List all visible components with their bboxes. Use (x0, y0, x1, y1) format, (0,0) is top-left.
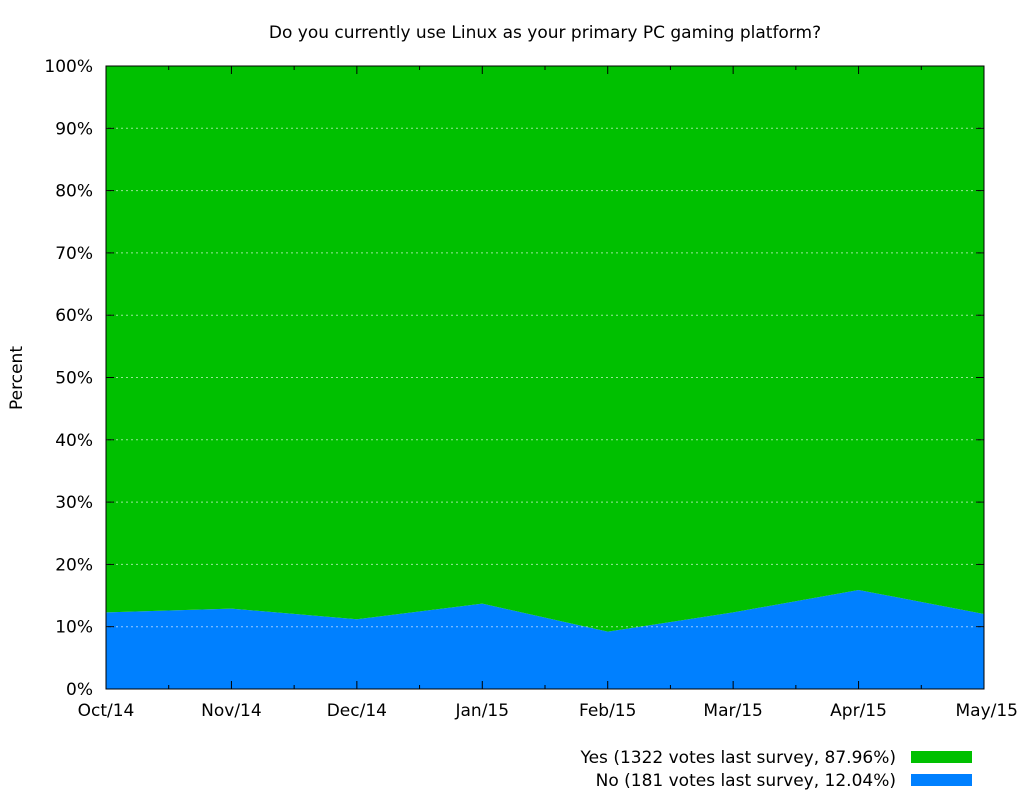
legend-swatch (911, 774, 972, 786)
y-tick-label: 30% (55, 493, 93, 513)
x-tick-label: Dec/14 (327, 701, 387, 721)
y-tick-label: 0% (66, 680, 93, 700)
legend: Yes (1322 votes last survey, 87.96%) No (… (579, 748, 972, 791)
area-series-0 (106, 589, 984, 689)
area-layers (106, 66, 984, 689)
y-tick-label: 10% (55, 618, 93, 638)
y-tick-label: 50% (55, 369, 93, 389)
x-tick-label: Feb/15 (579, 701, 636, 721)
plot-frame (105, 65, 985, 690)
y-tick-label: 60% (55, 306, 93, 326)
x-tick-label: Oct/14 (78, 701, 135, 721)
y-tick-label: 90% (55, 119, 93, 139)
y-tick-label: 100% (44, 57, 93, 77)
legend-label: Yes (1322 votes last survey, 87.96%) (579, 748, 896, 768)
y-axis-label: Percent (7, 346, 27, 410)
y-axis-tick-labels: 0% 10% 20% 30% 40% 50% 60% 70% 80% 90% 100% (44, 57, 93, 700)
y-tick-label: 70% (55, 244, 93, 264)
y-tick-label: 40% (55, 431, 93, 451)
legend-label: No (181 votes last survey, 12.04%) (596, 771, 896, 791)
chart-title: Do you currently use Linux as your prima… (269, 23, 821, 43)
x-tick-label: Jan/15 (454, 701, 509, 721)
x-tick-label: Apr/15 (830, 701, 887, 721)
y-tick-label: 80% (55, 182, 93, 202)
x-tick-label: Nov/14 (201, 701, 262, 721)
x-axis-tick-labels: Oct/14 Nov/14 Dec/14 Jan/15 Feb/15 Mar/15 Apr/… (78, 701, 1018, 721)
x-tick-label: May/15 (955, 701, 1018, 721)
x-tick-label: Mar/15 (703, 701, 762, 721)
legend-swatch (911, 751, 972, 763)
gridlines (106, 127, 984, 628)
area-series-1 (106, 66, 984, 632)
y-tick-label: 20% (55, 555, 93, 575)
